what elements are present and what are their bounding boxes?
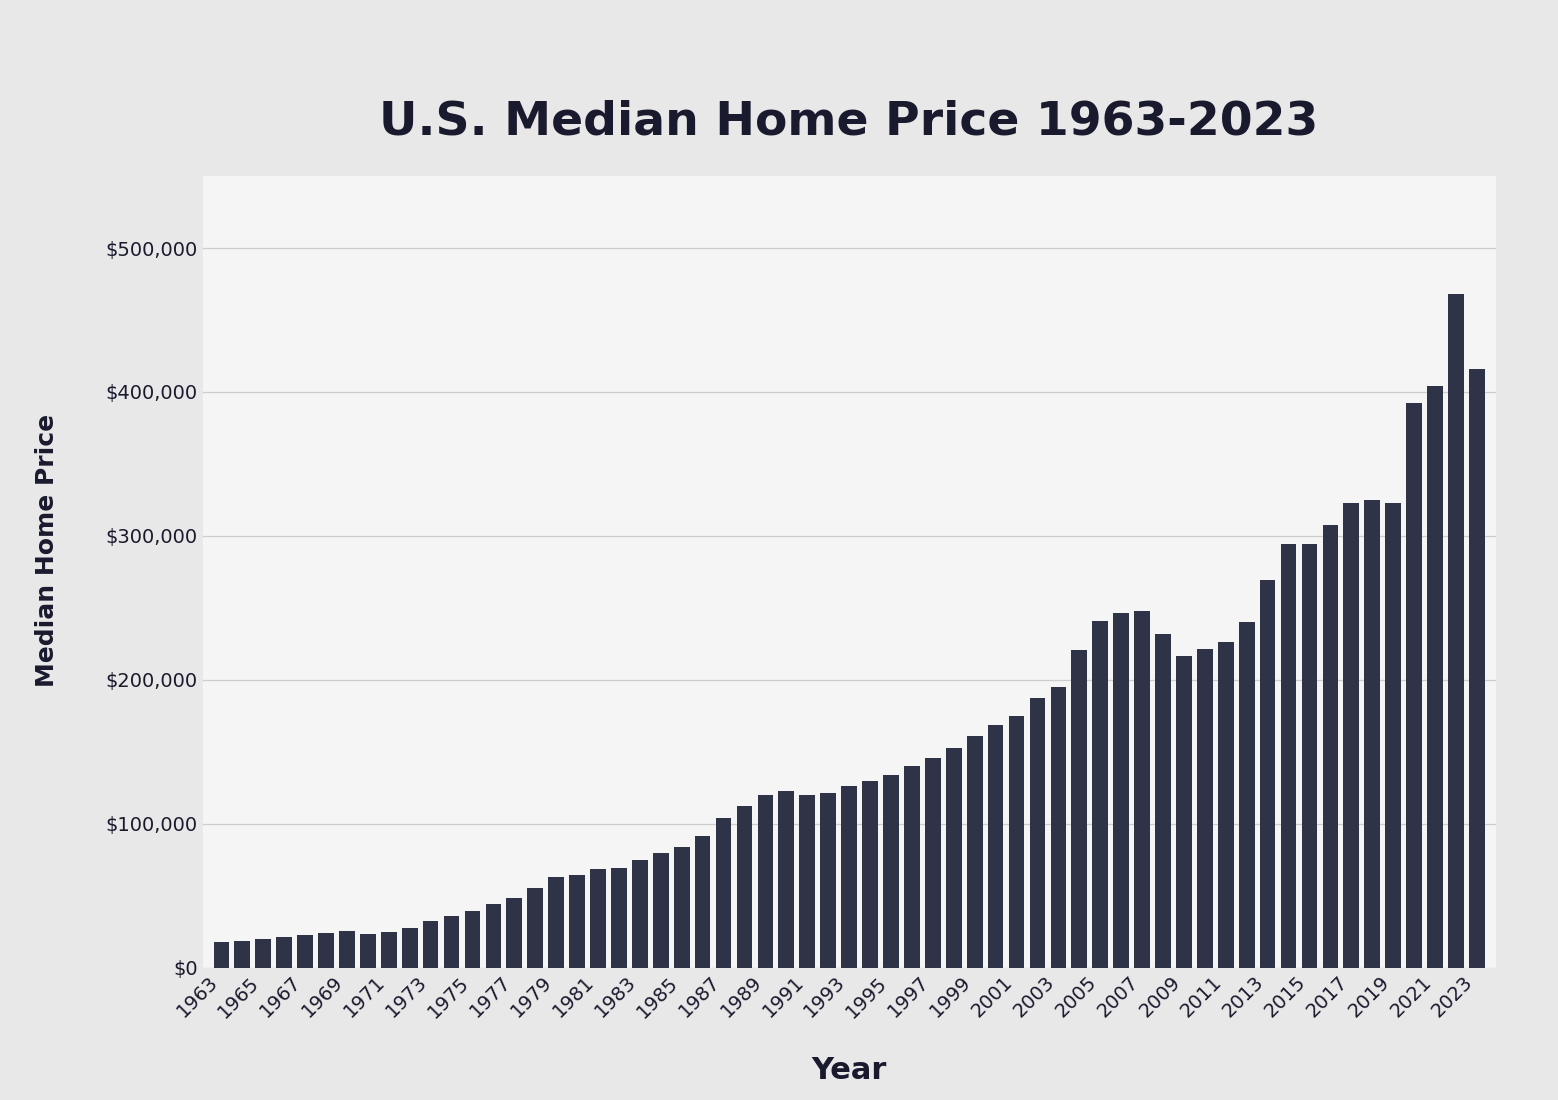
Title: U.S. Median Home Price 1963-2023: U.S. Median Home Price 1963-2023 — [380, 99, 1318, 144]
Bar — [590, 869, 606, 968]
Bar — [444, 916, 460, 968]
Text: Median Home Price: Median Home Price — [34, 414, 59, 686]
Bar — [1197, 649, 1212, 968]
Bar — [1447, 294, 1465, 968]
Bar — [422, 921, 438, 968]
Bar — [360, 934, 375, 968]
Bar — [1218, 641, 1234, 968]
Bar — [464, 912, 480, 968]
Bar — [506, 898, 522, 968]
Bar — [883, 776, 899, 968]
Bar — [1030, 697, 1045, 968]
Bar — [1260, 580, 1276, 968]
Bar — [675, 847, 690, 968]
Bar — [1301, 544, 1318, 968]
Bar — [486, 904, 502, 968]
Bar — [1239, 623, 1254, 968]
Bar — [1427, 386, 1443, 968]
Bar — [298, 935, 313, 968]
Bar — [757, 795, 773, 968]
Bar — [925, 758, 941, 968]
Bar — [548, 878, 564, 968]
Bar — [256, 939, 271, 968]
Bar — [821, 793, 837, 968]
Bar — [779, 791, 795, 968]
Bar — [1072, 650, 1087, 968]
Bar — [276, 937, 291, 968]
Bar — [528, 888, 544, 968]
Bar — [1469, 368, 1485, 968]
Bar — [633, 859, 648, 968]
Bar — [611, 868, 626, 968]
Bar — [653, 852, 668, 968]
Bar — [1092, 621, 1108, 968]
Bar — [715, 817, 731, 968]
Bar — [318, 933, 333, 968]
Bar — [213, 942, 229, 968]
Bar — [1176, 656, 1192, 968]
Bar — [1008, 716, 1024, 968]
Bar — [1134, 610, 1150, 968]
Bar — [234, 940, 251, 968]
Bar — [904, 767, 919, 968]
Bar — [569, 874, 584, 968]
X-axis label: Year: Year — [812, 1056, 887, 1085]
Bar — [946, 748, 961, 968]
Bar — [968, 736, 983, 968]
Bar — [1323, 525, 1338, 968]
Bar — [988, 725, 1003, 968]
Bar — [1281, 544, 1296, 968]
Bar — [695, 836, 710, 968]
Bar — [1343, 503, 1359, 968]
Bar — [799, 795, 815, 968]
Bar — [862, 781, 877, 968]
Bar — [1365, 500, 1380, 968]
Bar — [1154, 634, 1170, 968]
Bar — [1050, 688, 1066, 968]
Bar — [1385, 504, 1401, 968]
Bar — [1407, 403, 1422, 968]
Bar — [340, 931, 355, 968]
Bar — [841, 785, 857, 968]
Bar — [737, 806, 753, 968]
Bar — [1114, 613, 1130, 968]
Bar — [402, 928, 418, 968]
Bar — [380, 932, 397, 968]
